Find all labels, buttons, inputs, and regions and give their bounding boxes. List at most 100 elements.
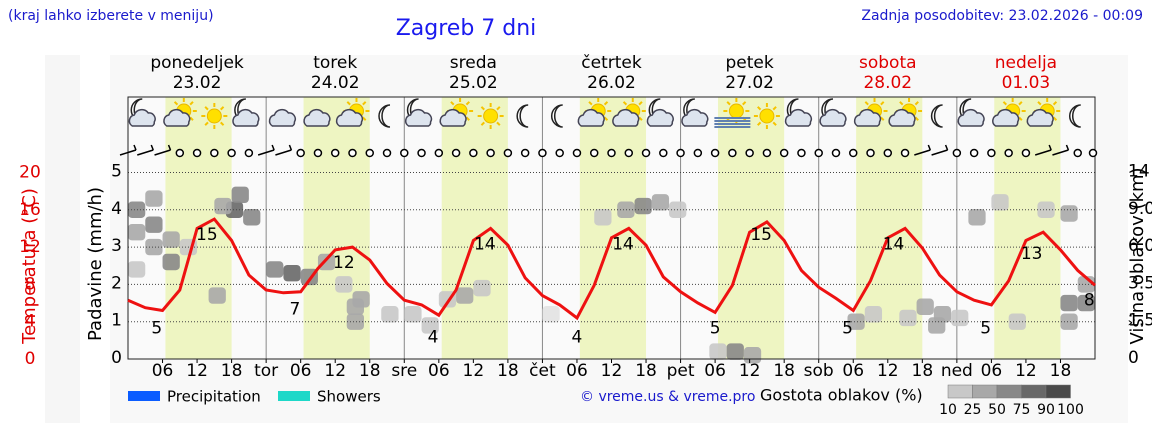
- cloud-cell: [951, 309, 969, 327]
- weather-icon: [335, 98, 370, 127]
- y2-tick-label: 6.0: [1128, 236, 1152, 256]
- temp-tick-label: 8: [25, 274, 36, 294]
- x-tick-label: 18: [773, 361, 795, 381]
- sun-ray: [480, 121, 485, 126]
- x-tick-label: 18: [635, 361, 657, 381]
- cloud-cell: [1060, 294, 1078, 312]
- wind-barb: [275, 144, 293, 156]
- wind-calm: [1021, 148, 1031, 158]
- weather-icon: [784, 98, 812, 127]
- wind-barb: [1052, 144, 1070, 156]
- cloud-cell: [266, 261, 284, 278]
- sun-ray: [914, 116, 919, 121]
- chart-title: Zagreb 7 dni: [396, 16, 537, 41]
- y-tick-label: 2: [111, 273, 122, 293]
- wind-barb: [119, 144, 137, 156]
- wind-calm: [779, 148, 789, 158]
- sun: [728, 103, 744, 119]
- sun-ray: [480, 106, 485, 111]
- cloud-legend-title: Gostota oblakov (%): [760, 386, 923, 405]
- sun: [759, 108, 775, 124]
- x-tick-label: 06: [428, 361, 450, 381]
- cloud-cell: [128, 261, 146, 278]
- cloud-cell: [456, 287, 474, 304]
- cloud: [577, 109, 605, 127]
- wind-calm: [227, 148, 236, 158]
- wind-calm: [244, 148, 254, 158]
- sun: [483, 108, 499, 124]
- wind-calm: [400, 148, 409, 158]
- sun-ray: [189, 101, 194, 106]
- day-name: sreda: [450, 53, 497, 73]
- cloud-cell: [404, 306, 422, 323]
- temp-label: 14: [883, 234, 905, 254]
- day-date: 27.02: [725, 73, 774, 93]
- wind-calm: [434, 148, 444, 158]
- y-tick-label: 1: [111, 311, 122, 331]
- wind-calm: [572, 148, 582, 158]
- temp-tick-label: 12: [19, 237, 41, 257]
- sun-ray: [465, 116, 470, 121]
- y2-tick-label: 9.0: [1128, 199, 1152, 219]
- cloud-legend-box: [996, 384, 1022, 399]
- wind-calm: [520, 148, 530, 158]
- day-date: 28.02: [863, 73, 912, 93]
- wind-calm: [710, 148, 720, 158]
- cloud-cell: [473, 279, 491, 297]
- y-tick-label: 4: [111, 199, 122, 219]
- cloud-cell: [651, 194, 670, 211]
- temp-label: 5: [980, 318, 991, 338]
- wind-calm: [313, 148, 323, 158]
- sun-ray: [219, 106, 225, 111]
- cloud-legend-label: 50: [988, 402, 1006, 418]
- moon: [1069, 104, 1081, 128]
- sun-ray: [899, 101, 904, 106]
- sun-ray: [864, 101, 869, 106]
- day-date: 25.02: [449, 73, 498, 93]
- wind-calm: [659, 148, 668, 158]
- sun-ray: [1037, 101, 1042, 106]
- x-tick-label: sre: [391, 361, 417, 381]
- wind-calm: [469, 148, 478, 158]
- wind-calm: [762, 148, 772, 158]
- x-tick-label: 06: [842, 361, 864, 381]
- cloud-legend-label: 100: [1057, 402, 1084, 418]
- x-tick-label: pet: [667, 361, 695, 381]
- legend-swatch: [128, 391, 160, 401]
- sun-ray: [204, 121, 209, 126]
- wind-calm: [900, 148, 910, 158]
- y-tick-label: 3: [111, 236, 122, 256]
- temp-label: 13: [1021, 244, 1043, 264]
- x-tick-label: 18: [1050, 361, 1072, 381]
- hint: (kraj lahko izberete v meniju): [8, 8, 214, 24]
- sun-ray: [603, 116, 609, 121]
- y2-tick-label: 3.5: [1128, 273, 1152, 293]
- wind-calm: [486, 148, 495, 158]
- wind-barb: [257, 144, 275, 156]
- cloud: [646, 109, 674, 127]
- wind-calm: [866, 148, 875, 158]
- temp-label: 5: [151, 318, 162, 338]
- x-tick-label: čet: [529, 361, 556, 381]
- cloud-legend-box: [1045, 384, 1071, 399]
- y-tick-label: 0: [111, 348, 122, 368]
- temp-label: 4: [428, 328, 439, 348]
- wind-calm: [210, 148, 219, 158]
- x-tick-label: ned: [941, 361, 973, 381]
- wind-calm: [555, 148, 564, 158]
- wind-calm: [814, 148, 823, 158]
- legend-label: Showers: [317, 388, 381, 406]
- wind-calm: [728, 148, 737, 158]
- weather-icon: [477, 103, 504, 129]
- cloud: [681, 109, 709, 127]
- cloud-cell: [162, 231, 180, 248]
- sun-ray: [362, 101, 367, 106]
- wind-calm: [382, 148, 392, 158]
- cloud-legend-label: 25: [964, 402, 982, 418]
- sun-ray: [726, 101, 731, 106]
- x-tick-label: tor: [254, 361, 278, 381]
- sun-ray: [362, 116, 367, 121]
- temp-label: 4: [572, 328, 583, 348]
- cloud-cell: [208, 287, 226, 304]
- wind-barb: [931, 144, 949, 156]
